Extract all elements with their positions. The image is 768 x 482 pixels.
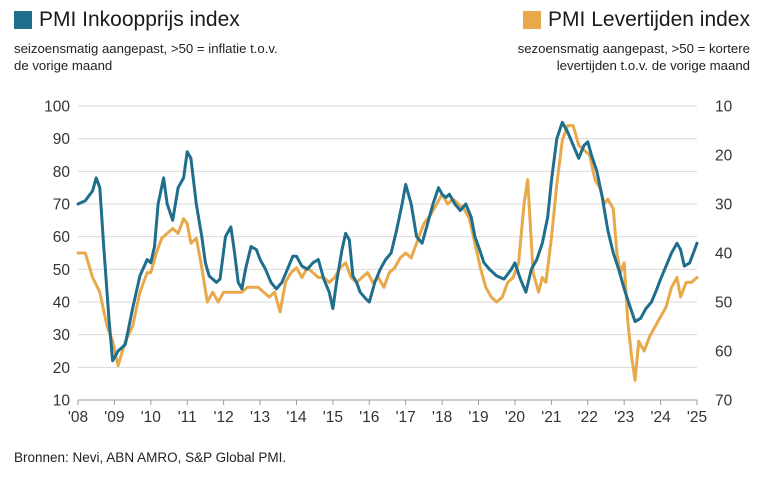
subtitle-right: sezoensmatig aangepast, >50 = kortere le…: [390, 40, 750, 74]
y-left-tick-60: 60: [53, 229, 71, 246]
series-line-purchase-price: [76, 120, 699, 363]
legend-swatch-delivery-times: [523, 11, 542, 29]
x-tick-label-13: '21: [541, 409, 561, 426]
x-tick-label-5: '13: [250, 409, 270, 426]
source-note: Bronnen: Nevi, ABN AMRO, S&P Global PMI.: [14, 450, 287, 465]
y-left-tick-80: 80: [53, 164, 71, 181]
x-tick-label-6: '14: [286, 409, 307, 426]
x-tick-label-9: '17: [396, 409, 416, 426]
x-tick-label-12: '20: [505, 409, 526, 426]
y-right-tick-50: 50: [715, 295, 733, 312]
legend-delivery-times: PMI Levertijden index: [523, 8, 750, 32]
y-left-tick-100: 100: [44, 99, 70, 116]
legend-label-delivery-times: PMI Levertijden index: [548, 8, 750, 31]
y-right-tick-20: 20: [715, 148, 733, 165]
legend-purchase-price: PMI Inkoopprijs index: [14, 8, 240, 32]
x-tick-label-2: '10: [141, 409, 162, 426]
x-tick-label-3: '11: [178, 409, 197, 426]
y-left-tick-90: 90: [53, 131, 71, 148]
x-tick-label-8: '16: [359, 409, 379, 426]
y-right-tick-60: 60: [715, 344, 733, 361]
y-right-tick-10: 10: [715, 99, 733, 116]
x-tick-label-10: '18: [432, 409, 452, 426]
x-tick-label-0: '08: [68, 409, 88, 426]
legend-label-purchase-price: PMI Inkoopprijs index: [39, 8, 240, 31]
x-tick-label-1: '09: [104, 409, 124, 426]
subtitle-right-line1: sezoensmatig aangepast, >50 = kortere: [517, 41, 750, 56]
y-left-tick-70: 70: [53, 197, 71, 214]
series-line-delivery-times: [76, 124, 699, 382]
x-tick-label-17: '25: [687, 409, 707, 426]
subtitle-left-line2: de vorige maand: [14, 58, 113, 73]
subtitle-left-line1: seizoensmatig aangepast, >50 = inflatie …: [14, 41, 278, 56]
y-left-tick-40: 40: [53, 295, 71, 312]
x-tick-label-11: '19: [468, 409, 488, 426]
x-tick-label-7: '15: [323, 409, 343, 426]
subtitle-left: seizoensmatig aangepast, >50 = inflatie …: [14, 40, 434, 74]
x-tick-label-4: '12: [214, 409, 234, 426]
y-left-tick-50: 50: [53, 262, 71, 279]
legend-swatch-purchase-price: [14, 11, 32, 29]
x-tick-label-16: '24: [650, 409, 671, 426]
y-left-tick-30: 30: [53, 327, 71, 344]
subtitle-right-line2: levertijden t.o.v. de vorige maand: [556, 58, 750, 73]
y-right-tick-70: 70: [715, 393, 733, 410]
x-tick-label-15: '23: [614, 409, 634, 426]
y-right-tick-40: 40: [715, 246, 733, 263]
y-left-tick-20: 20: [53, 360, 71, 377]
x-tick-label-14: '22: [578, 409, 598, 426]
y-left-tick-10: 10: [53, 393, 71, 410]
y-right-tick-30: 30: [715, 197, 733, 214]
